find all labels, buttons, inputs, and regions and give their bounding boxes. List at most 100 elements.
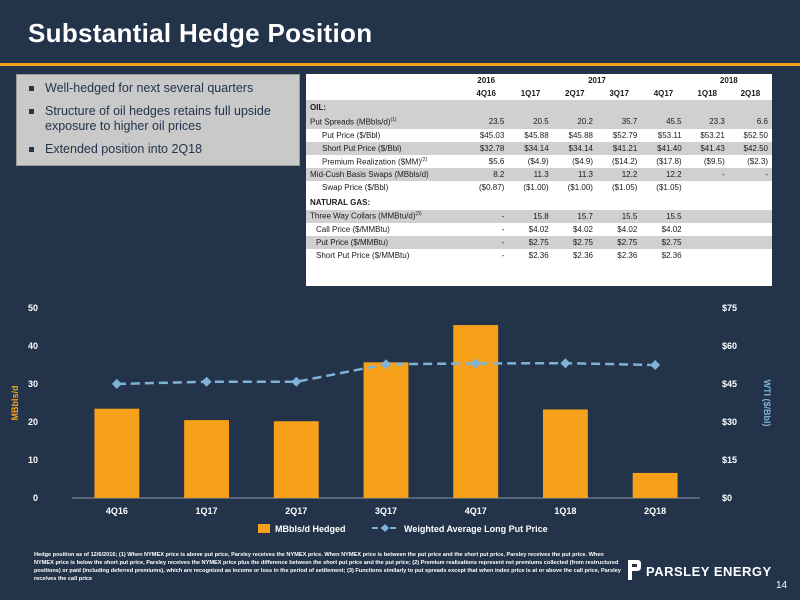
bullet-square-icon xyxy=(29,109,34,114)
quarter-header: 4Q16 xyxy=(476,89,496,99)
quarter-header: 2Q18 xyxy=(740,89,761,99)
table-cell: $2.36 xyxy=(661,251,682,261)
title-underline xyxy=(0,63,800,66)
table-cell xyxy=(685,209,729,223)
table-cell: $45.03 xyxy=(479,130,505,140)
y-right-tick-label: $60 xyxy=(722,341,737,351)
x-tick-label: 4Q16 xyxy=(106,506,128,516)
y-right-tick-label: $0 xyxy=(722,493,732,503)
y-tick-label: 50 xyxy=(28,303,38,313)
table-cell: $42.50 xyxy=(728,141,772,155)
table-cell: - xyxy=(685,168,729,182)
section-label: OIL: xyxy=(306,100,772,116)
y-right-tick-label: $45 xyxy=(722,379,737,389)
x-tick-label: 1Q17 xyxy=(196,506,218,516)
y-tick-label: 40 xyxy=(28,341,38,351)
table-cell: $45.88 xyxy=(524,130,549,140)
table-cell: $34.14 xyxy=(508,141,553,155)
table-cell: 15.7 xyxy=(552,209,597,223)
table-cell: 45.5 xyxy=(641,115,686,129)
table-cell: - xyxy=(464,209,509,223)
row-label: Swap Price ($/Bbl) xyxy=(322,183,389,193)
table-cell: ($1.00) xyxy=(567,183,593,193)
table-row: Put Spreads (MBbls/d)(1) 23.5 20.5 20.2 35.7… xyxy=(306,115,772,129)
bar xyxy=(543,409,588,498)
brand-logo-text: PARSLEY ENERGY xyxy=(646,564,772,579)
table-cell: $53.21 xyxy=(700,130,725,140)
table-cell xyxy=(686,181,729,194)
row-label: Three Way Collars (MMBtu/d)(3) xyxy=(306,209,464,223)
y-tick-label: 20 xyxy=(28,417,38,427)
table-cell: 11.3 xyxy=(552,168,597,182)
table-cell: $52.50 xyxy=(743,130,768,140)
bullet-square-icon xyxy=(29,147,34,152)
y-tick-label: 10 xyxy=(28,455,38,465)
table-section-header: NATURAL GAS: xyxy=(306,195,772,210)
table-cell: ($1.00) xyxy=(523,183,549,193)
table-cell: ($4.9) xyxy=(572,157,593,167)
line-point xyxy=(650,360,661,370)
x-tick-label: 3Q17 xyxy=(375,506,397,516)
table-row: Short Put Price ($/Bbl) $32.78 $34.14 $34.1… xyxy=(306,141,772,155)
y-axis-label: MBbls/d xyxy=(10,386,20,421)
hedge-chart: 0 10 20 30 40 50 $0 $15 $30 $45 $60 $75 MBbls/d WTI (… xyxy=(10,303,772,534)
legend-line-marker xyxy=(381,524,389,532)
table-cell: $2.75 xyxy=(552,235,597,250)
bar xyxy=(184,420,229,498)
bullet-square-icon xyxy=(29,86,34,91)
y-right-axis-label: WTI ($/Bbl) xyxy=(762,380,772,427)
table-cell: 23.3 xyxy=(685,115,729,129)
footnote: Hedge position as of 12/6/2016; (1) When… xyxy=(34,552,621,582)
table-cell: $2.75 xyxy=(508,235,553,250)
table-cell: $53.11 xyxy=(657,130,682,140)
legend-entry: MBbls/d Hedged xyxy=(275,524,346,534)
table-cell xyxy=(686,249,729,262)
table-cell: $4.02 xyxy=(528,224,549,234)
table-section-header: OIL: xyxy=(306,100,772,116)
table-cell: $41.40 xyxy=(641,141,686,155)
bar xyxy=(363,362,409,498)
table-cell: ($17.8) xyxy=(656,157,682,167)
table-cell: $34.14 xyxy=(552,141,597,155)
bar xyxy=(453,325,499,498)
legend-entry: Weighted Average Long Put Price xyxy=(404,524,548,534)
y-tick-label: 30 xyxy=(28,379,38,389)
table-cell: 11.3 xyxy=(508,168,553,182)
y-right-tick-label: $15 xyxy=(722,455,737,465)
table-cell xyxy=(729,223,772,236)
table-cell: ($4.9) xyxy=(527,157,549,167)
row-label: Short Put Price ($/MMBtu) xyxy=(316,251,410,261)
table-cell: 12.2 xyxy=(596,168,642,182)
line-point xyxy=(381,359,391,370)
year-header: 2016 xyxy=(477,76,496,86)
table-row: Put Price ($/MMBtu) - $2.75 $2.75 $2.75 $2.75 xyxy=(306,235,772,250)
table-row: Three Way Collars (MMBtu/d)(3) -15.8 15.7 1… xyxy=(306,209,772,223)
page-number: 14 xyxy=(776,580,788,591)
row-label: Put Spreads (MBbls/d)(1) xyxy=(306,115,464,129)
line-point xyxy=(470,358,481,369)
table-quarter-header: 4Q16 1Q17 2Q17 3Q17 4Q17 1Q18 2Q18 xyxy=(306,87,772,100)
table-cell: 23.5 xyxy=(464,115,509,129)
table-cell xyxy=(729,181,772,194)
parsley-logo-icon xyxy=(628,560,641,580)
table-cell: $5.6 xyxy=(488,157,505,167)
table-cell: 8.2 xyxy=(464,168,509,182)
table-cell: 6.6 xyxy=(728,115,772,129)
table-row: Put Price ($/Bbl) $45.03 $45.88 $45.88 $52.7… xyxy=(306,129,772,142)
hedge-table: 2016 2017 2018 4Q16 1Q17 2Q17 3Q17 4Q17 … xyxy=(306,74,772,286)
page-title: Substantial Hedge Position xyxy=(28,18,373,48)
x-tick-label: 4Q17 xyxy=(465,506,487,516)
x-tick-label: 2Q18 xyxy=(644,506,666,516)
table-cell: - xyxy=(728,168,772,182)
section-label: NATURAL GAS: xyxy=(310,197,371,207)
x-tick-label: 1Q18 xyxy=(554,506,576,516)
line-point xyxy=(111,378,122,389)
year-header: 2017 xyxy=(588,76,606,86)
table-cell xyxy=(729,249,772,262)
quarter-header: 2Q17 xyxy=(565,89,585,99)
table-cell xyxy=(728,209,772,223)
bullet-item: Extended position into 2Q18 xyxy=(29,142,291,157)
bar xyxy=(94,408,140,498)
y-tick-label: 0 xyxy=(33,493,38,503)
y-right-tick-label: $75 xyxy=(722,303,737,313)
